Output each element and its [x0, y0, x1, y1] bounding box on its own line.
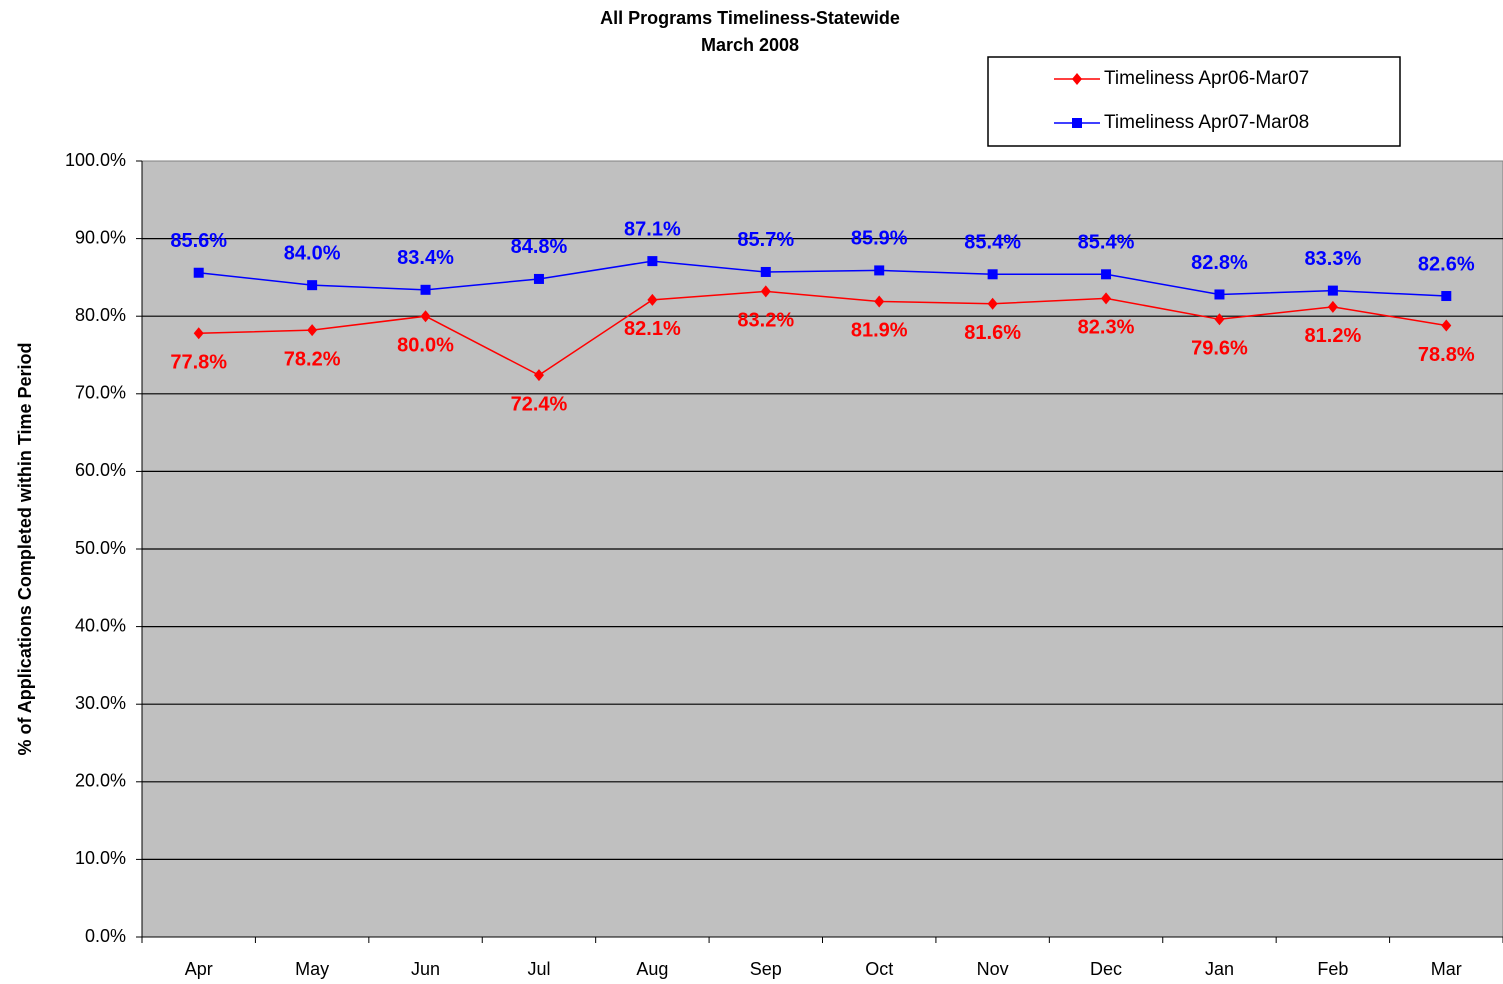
data-point [647, 256, 658, 267]
data-label: 77.8% [170, 352, 227, 374]
legend-label: Timeliness Apr07-Mar08 [1104, 112, 1309, 133]
legend-marker [1072, 73, 1082, 85]
series-line [198, 290, 1447, 377]
y-tick-label: 80.0% [75, 305, 126, 325]
x-tick-label: Dec [1090, 959, 1122, 979]
data-label: 82.6% [1418, 253, 1475, 275]
data-label: 83.3% [1305, 248, 1362, 270]
chart-title: All Programs Timeliness-Statewide [600, 8, 900, 28]
y-tick-label: 30.0% [75, 693, 126, 713]
data-label: 85.4% [964, 232, 1021, 254]
y-tick-label: 10.0% [75, 848, 126, 868]
data-point [533, 369, 544, 382]
x-tick-label: Mar [1431, 959, 1462, 979]
data-point [307, 280, 318, 291]
data-label: 81.6% [964, 322, 1021, 344]
y-tick-label: 0.0% [85, 926, 126, 946]
data-point [987, 269, 998, 280]
y-tick-label: 40.0% [75, 615, 126, 635]
data-point [1214, 313, 1225, 326]
x-tick-label: Sep [750, 959, 782, 979]
y-tick-label: 70.0% [75, 383, 126, 403]
x-tick-label: Jul [527, 959, 550, 979]
data-point [647, 293, 658, 306]
data-label: 83.4% [397, 247, 454, 269]
data-point [1214, 289, 1225, 300]
data-label: 78.8% [1418, 344, 1475, 366]
data-point [1441, 319, 1452, 332]
data-label: 85.4% [1078, 232, 1135, 254]
y-tick-label: 60.0% [75, 460, 126, 480]
x-tick-label: Apr [185, 959, 213, 979]
data-point [1327, 285, 1338, 296]
y-tick-label: 90.0% [75, 227, 126, 247]
data-label: 82.3% [1078, 317, 1135, 339]
data-point [420, 310, 431, 323]
data-point [874, 295, 885, 308]
data-point [533, 273, 544, 284]
y-axis-label: % of Applications Completed within Time … [15, 342, 35, 755]
data-label: 81.9% [851, 320, 908, 342]
data-label: 83.2% [737, 310, 794, 332]
data-point [760, 266, 771, 277]
data-label: 78.2% [284, 348, 341, 370]
data-label: 81.2% [1305, 325, 1362, 347]
data-label: 85.6% [170, 230, 227, 252]
x-tick-label: Jun [411, 959, 440, 979]
data-point [1441, 291, 1452, 302]
legend-box [987, 56, 1401, 147]
data-label: 87.1% [624, 218, 681, 240]
data-point [987, 297, 998, 310]
data-point [193, 267, 204, 278]
series-line [198, 260, 1447, 297]
x-tick-label: Aug [636, 959, 668, 979]
data-point [1101, 292, 1112, 305]
data-label: 79.6% [1191, 338, 1248, 360]
data-label: 84.0% [284, 242, 341, 264]
x-tick-label: Jan [1205, 959, 1234, 979]
data-point [760, 285, 771, 298]
x-tick-label: Oct [865, 959, 893, 979]
data-point [307, 324, 318, 337]
x-tick-label: Nov [977, 959, 1009, 979]
data-label: 80.0% [397, 334, 454, 356]
data-label: 72.4% [511, 393, 568, 415]
data-label: 82.8% [1191, 252, 1248, 274]
y-tick-label: 100.0% [65, 150, 126, 170]
data-point [1327, 300, 1338, 313]
chart-subtitle: March 2008 [701, 35, 799, 55]
data-label: 85.9% [851, 228, 908, 250]
data-label: 82.1% [624, 318, 681, 340]
y-tick-label: 50.0% [75, 538, 126, 558]
legend-marker [1072, 118, 1082, 128]
data-point [874, 265, 885, 276]
data-label: 85.7% [737, 229, 794, 251]
x-tick-label: May [295, 959, 329, 979]
legend-label: Timeliness Apr06-Mar07 [1104, 68, 1309, 89]
y-tick-label: 20.0% [75, 771, 126, 791]
data-label: 84.8% [511, 236, 568, 258]
x-tick-label: Feb [1317, 959, 1348, 979]
data-point [420, 284, 431, 295]
data-point [193, 327, 204, 340]
data-point [1101, 269, 1112, 280]
